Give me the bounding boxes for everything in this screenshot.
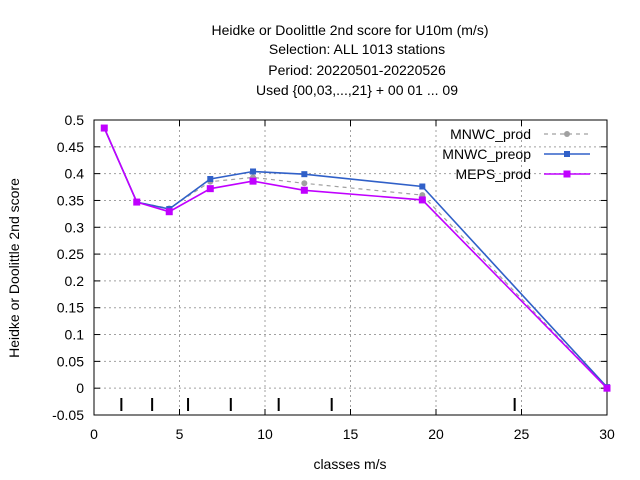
data-point [300, 186, 308, 194]
series-MNWC_preop [101, 125, 610, 391]
title-line-3: Period: 20220501-20220526 [268, 62, 446, 78]
y-axis-label: Heidke or Doolittle 2nd score [6, 178, 22, 358]
series-line [103, 127, 608, 389]
data-point [564, 131, 570, 137]
y-tick-label: 0.35 [57, 192, 84, 208]
x-tick-label: 0 [90, 426, 98, 442]
y-tick-label: 0.4 [65, 166, 85, 182]
data-point [133, 198, 141, 206]
legend-item: MNWC_prod [450, 126, 590, 142]
y-tick-label: 0.3 [65, 219, 85, 235]
chart-title: Heidke or Doolittle 2nd score for U10m (… [212, 22, 489, 98]
y-tick-label: 0.1 [65, 327, 85, 343]
y-tick-label: 0.15 [57, 300, 84, 316]
x-tick-label: 5 [176, 426, 184, 442]
legend-label: MNWC_preop [442, 146, 531, 162]
x-ticks: 0 5 10 15 20 25 30 [90, 120, 615, 442]
data-point [301, 180, 308, 187]
y-tick-label: 0.5 [65, 112, 85, 128]
y-tick-label: 0 [76, 380, 84, 396]
data-point [250, 168, 257, 175]
series-MEPS_prod [100, 124, 611, 392]
data-point [564, 151, 570, 157]
title-line-4: Used {00,03,...,21} + 00 01 ... 09 [256, 82, 458, 98]
data-point [563, 170, 571, 178]
y-tick-label: -0.05 [52, 407, 84, 423]
x-axis-label: classes m/s [313, 456, 386, 472]
data-point [207, 176, 214, 182]
y-tick-label: 0.2 [65, 273, 85, 289]
legend-item: MNWC_preop [442, 146, 590, 162]
data-point [301, 171, 308, 178]
x-tick-label: 15 [343, 426, 359, 442]
legend-item: MEPS_prod [456, 166, 590, 182]
series [100, 124, 611, 392]
data-point [165, 208, 173, 216]
legend-label: MNWC_prod [450, 126, 531, 142]
data-point [603, 384, 611, 392]
x-tick-label: 20 [428, 426, 444, 442]
series-line [103, 127, 608, 389]
data-point [419, 183, 426, 190]
x-tick-label: 25 [514, 426, 530, 442]
title-line-2: Selection: ALL 1013 stations [269, 41, 445, 57]
legend-label: MEPS_prod [456, 166, 531, 182]
y-tick-label: 0.05 [57, 353, 84, 369]
grid [94, 120, 607, 415]
title-line-1: Heidke or Doolittle 2nd score for U10m (… [212, 22, 489, 38]
data-point [418, 196, 426, 204]
y-ticks: -0.05 0 0.05 0.1 0.15 0.2 0.25 0.3 0.35 0.4 0.45 0.… [52, 112, 607, 423]
series-MNWC_prod [101, 125, 610, 392]
data-point [206, 185, 214, 193]
class-marks [120, 398, 516, 411]
data-point [100, 124, 108, 132]
data-point [249, 177, 257, 185]
x-tick-label: 30 [599, 426, 615, 442]
legend: MNWC_prod MNWC_preop MEPS_prod [442, 126, 590, 182]
y-tick-label: 0.25 [57, 246, 84, 262]
y-tick-label: 0.45 [57, 139, 84, 155]
x-tick-label: 10 [257, 426, 273, 442]
